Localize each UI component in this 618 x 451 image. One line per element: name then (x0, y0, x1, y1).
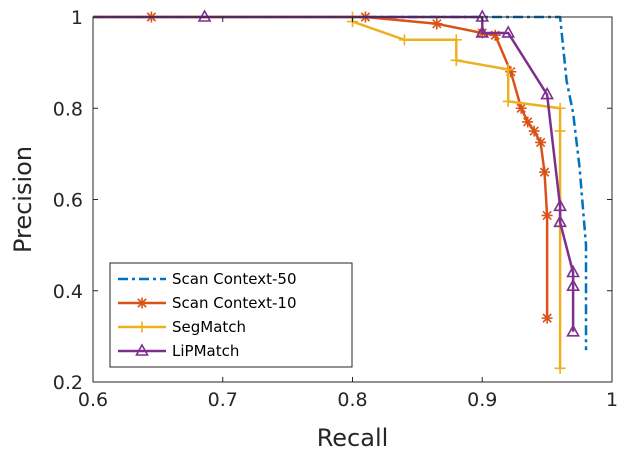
legend: Scan Context-50 Scan Context-10 SegMatch Li… (109, 262, 353, 368)
legend-label-3: SegMatch (172, 318, 246, 336)
x-tick-label: 0.7 (208, 389, 238, 411)
series-3-marker (502, 95, 514, 107)
series-4-marker (540, 86, 554, 100)
legend-marker-2 (136, 297, 148, 309)
series-2-marker (489, 29, 501, 41)
series-4-marker (197, 9, 212, 22)
legend-marker-4 (135, 343, 149, 356)
legend-marker-3 (136, 321, 148, 333)
legend-label-4: LiPMatch (172, 342, 239, 360)
series-3-marker (554, 102, 566, 114)
series-4-marker (566, 324, 580, 337)
series-2-marker (522, 116, 534, 128)
series-4-marker (501, 25, 516, 38)
series-2-marker (528, 125, 540, 137)
series-2-marker (431, 18, 443, 30)
series-4-marker (566, 278, 580, 291)
x-tick-label: 0.9 (467, 389, 497, 411)
series-1 (93, 15, 588, 351)
series-2-marker (539, 166, 551, 178)
y-tick-label: 0.2 (53, 372, 83, 394)
series-2-marker (541, 209, 553, 221)
series-3-marker (450, 54, 462, 66)
series-2-marker (505, 66, 517, 78)
series-3-marker (554, 362, 566, 374)
series-2-marker (535, 136, 547, 148)
x-tick-label: 1 (606, 389, 618, 411)
x-tick-label: 0.6 (78, 389, 108, 411)
series-2-marker (515, 102, 527, 114)
x-axis-title: Recall (317, 424, 389, 451)
series-2-marker (541, 312, 553, 324)
legend-label-2: Scan Context-10 (172, 294, 297, 312)
series-3-marker (450, 34, 462, 46)
y-tick-label: 0.6 (53, 190, 83, 212)
y-tick-label: 0.8 (53, 98, 83, 120)
x-tick-label: 0.8 (337, 389, 367, 411)
series-3-marker (398, 34, 410, 46)
series-4-marker (553, 198, 567, 212)
y-tick-label: 0.4 (53, 281, 83, 303)
y-axis-title: Precision (9, 146, 37, 253)
legend-box (109, 262, 353, 368)
series-4-marker (553, 214, 567, 228)
series-3-marker (554, 125, 566, 137)
axes: 0.6 0.7 0.8 0.9 1 0.2 0.4 0.6 0.8 1 (53, 7, 618, 411)
legend-label-1: Scan Context-50 (172, 270, 297, 288)
y-tick-label: 1 (71, 7, 83, 29)
series-4-marker (475, 25, 490, 38)
series-3-marker (502, 63, 514, 75)
series-line-1 (93, 15, 588, 351)
series-4-marker (566, 264, 580, 278)
